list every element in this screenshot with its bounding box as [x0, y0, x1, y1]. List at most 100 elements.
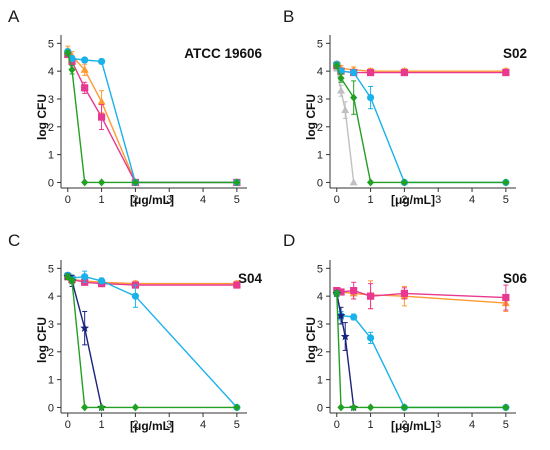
y-tick-label: 3: [48, 94, 54, 106]
x-tick-label: 4: [200, 419, 206, 431]
y-axis-title: log CFU: [35, 94, 49, 140]
strain-label: S02: [503, 46, 527, 61]
y-tick-label: 0: [48, 177, 54, 189]
data-point: [131, 403, 139, 412]
data-point: [336, 311, 346, 320]
data-point: [131, 178, 139, 187]
data-point: [333, 289, 341, 298]
plot-area: 0 1 2 3 4 5 0 1 2 3 4 5: [317, 260, 516, 431]
data-point: [502, 403, 510, 412]
data-series: [64, 49, 241, 187]
panel-c: C S04 log CFU [μg/mL] 0 1 2 3 4 5 0 1 2 3 4 5: [8, 231, 262, 433]
data-point: [350, 287, 358, 295]
y-tick-label: 3: [317, 319, 323, 331]
data-point: [366, 68, 375, 77]
y-tick-label: 1: [48, 150, 54, 162]
series-line: [336, 65, 506, 184]
data-point: [233, 403, 241, 412]
data-series: [64, 50, 241, 187]
x-tick-label: 3: [435, 194, 441, 206]
y-tick-label: 2: [48, 347, 54, 359]
series-line: [67, 54, 237, 184]
series-line: [336, 63, 506, 184]
plot-area: 0 1 2 3 4 5 0 1 2 3 4 5: [48, 260, 247, 431]
y-tick-label: 0: [317, 177, 323, 189]
data-series: [333, 61, 510, 187]
data-point: [81, 56, 89, 64]
series-line: [67, 274, 238, 408]
y-tick-label: 5: [317, 38, 323, 50]
x-tick-label: 2: [132, 194, 138, 206]
panel-letter: C: [8, 231, 20, 250]
plot-area: 0 1 2 3 4 5 0 1 2 3 4 5: [317, 35, 516, 206]
data-series: [333, 60, 510, 187]
x-tick-label: 1: [99, 419, 105, 431]
x-tick-label: 5: [503, 194, 509, 206]
data-series: [333, 281, 510, 311]
y-tick-label: 5: [48, 263, 54, 275]
data-point: [81, 178, 89, 187]
data-point: [350, 68, 358, 77]
panel-b: B S02 log CFU [μg/mL] 0 1 2 3 4 5 0 1 2 3 4 5: [283, 7, 527, 207]
series-line: [67, 276, 237, 409]
data-series: [63, 45, 241, 186]
x-axis-title: [μg/mL]: [391, 193, 435, 207]
y-axis-title: log CFU: [304, 317, 318, 363]
x-tick-label: 4: [200, 194, 206, 206]
data-point: [233, 281, 241, 289]
data-point: [350, 403, 358, 412]
plot-area: 0 1 2 3 4 5 0 1 2 3 4 5: [48, 35, 247, 206]
series-line: [67, 49, 237, 184]
data-point: [97, 57, 106, 66]
y-tick-label: 1: [317, 375, 323, 387]
data-point: [366, 93, 375, 102]
series-line: [336, 289, 506, 299]
data-point: [97, 113, 106, 121]
series-line: [336, 293, 506, 409]
x-tick-label: 2: [132, 419, 138, 431]
data-point: [502, 68, 510, 77]
y-tick-label: 0: [317, 402, 323, 414]
y-tick-label: 2: [317, 122, 323, 134]
data-point: [233, 178, 241, 187]
y-axis-title: log CFU: [35, 317, 49, 363]
data-point: [64, 49, 72, 58]
y-tick-label: 4: [317, 291, 323, 303]
data-point: [502, 293, 510, 302]
y-tick-label: 4: [48, 66, 54, 78]
series-line: [67, 52, 237, 184]
x-tick-label: 5: [503, 419, 509, 431]
data-point: [400, 289, 408, 297]
data-point: [400, 68, 408, 77]
data-point: [131, 292, 139, 300]
data-point: [80, 323, 90, 332]
series-line: [336, 293, 355, 408]
panel-a: A ATCC 19606 log CFU [μg/mL] 0 1 2 3 4 5 0 1 2 3 4…: [8, 7, 262, 207]
data-point: [97, 178, 106, 187]
x-tick-label: 3: [166, 419, 172, 431]
data-point: [68, 65, 76, 74]
data-point: [336, 86, 345, 94]
strain-label: ATCC 19606: [184, 46, 262, 61]
y-tick-label: 5: [317, 263, 323, 275]
data-series: [64, 48, 241, 187]
data-point: [337, 403, 345, 412]
data-series: [332, 288, 359, 412]
data-point: [337, 74, 345, 83]
x-tick-label: 5: [234, 194, 240, 206]
x-tick-label: 2: [401, 419, 407, 431]
y-tick-label: 3: [48, 319, 54, 331]
data-point: [340, 331, 350, 341]
x-axis-title: [μg/mL]: [391, 419, 435, 433]
x-tick-label: 3: [435, 419, 441, 431]
data-series: [64, 272, 241, 412]
x-tick-label: 1: [99, 194, 105, 206]
series-line: [336, 293, 506, 409]
x-tick-label: 0: [334, 419, 340, 431]
x-tick-label: 0: [65, 419, 71, 431]
panel-letter: D: [283, 231, 295, 250]
data-point: [350, 313, 358, 321]
data-point: [366, 292, 375, 300]
panel-letter: A: [8, 7, 20, 26]
